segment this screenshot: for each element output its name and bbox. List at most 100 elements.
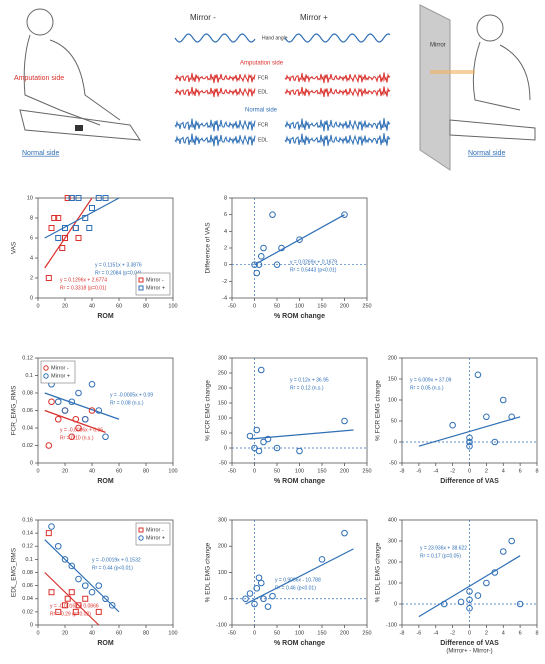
emg-trace xyxy=(285,133,390,146)
x-tick-label: 150 xyxy=(317,630,326,636)
y-tick-label: 50 xyxy=(221,430,227,436)
emg-trace xyxy=(285,34,390,42)
x-tick-label: 4 xyxy=(502,468,505,474)
plot-frame xyxy=(232,520,367,625)
x-tick-label: 0 xyxy=(36,303,39,309)
y-tick-label: -50 xyxy=(389,460,397,466)
sensor xyxy=(75,125,83,131)
annotation: R² = 0.3318 (p=0.01) xyxy=(60,285,107,291)
data-point xyxy=(500,549,506,555)
y-tick-label: 0.02 xyxy=(22,443,33,449)
data-point xyxy=(89,589,95,595)
x-tick-label: 100 xyxy=(168,303,177,309)
y-tick-label: 0.1 xyxy=(25,557,33,563)
y-tick-label: 200 xyxy=(388,355,397,361)
x-tick-label: -6 xyxy=(416,468,421,474)
data-point xyxy=(76,576,82,582)
data-point xyxy=(342,418,348,424)
y-tick-label: 2 xyxy=(224,245,227,251)
x-tick-label: 0 xyxy=(253,468,256,474)
data-point xyxy=(265,604,271,610)
x-tick-label: 50 xyxy=(274,468,280,474)
x-tick-label: 6 xyxy=(519,468,522,474)
x-tick-label: 200 xyxy=(340,303,349,309)
right-normal-label: Normal side xyxy=(468,150,505,157)
y-tick-label: -100 xyxy=(216,622,227,628)
data-point xyxy=(509,538,515,544)
emg-panel: Mirror - Mirror + Hand angle Amputation … xyxy=(175,13,390,146)
x-tick-label: 80 xyxy=(143,630,149,636)
annotation: y = -0.0016x + 0.0866 xyxy=(50,603,99,609)
annotation: y = 0.1151x + 3.3876 xyxy=(95,262,142,268)
x-tick-label: 250 xyxy=(362,468,371,474)
data-point xyxy=(62,408,68,414)
y-tick-label: 0.08 xyxy=(22,390,33,396)
x-axis-label: ROM xyxy=(97,478,114,485)
x-tick-label: 250 xyxy=(362,303,371,309)
y-axis-label: % EDL EMG change xyxy=(375,542,382,602)
legend-label: Mirror + xyxy=(51,373,70,379)
y-tick-label: 100 xyxy=(218,570,227,576)
x-tick-label: -50 xyxy=(228,303,236,309)
y-tick-label: 0 xyxy=(224,596,227,602)
y-tick-label: 150 xyxy=(218,400,227,406)
trend-line xyxy=(45,393,119,419)
data-point xyxy=(319,557,325,563)
fcr-label: FCR xyxy=(258,122,269,128)
data-point xyxy=(256,448,262,454)
y-axis-label: % FCR EMG change xyxy=(375,380,382,441)
data-point xyxy=(56,236,61,241)
emg-trace xyxy=(175,34,255,42)
x-axis-label: ROM xyxy=(97,640,114,647)
data-point xyxy=(103,434,109,440)
x-tick-label: 200 xyxy=(340,468,349,474)
x-tick-label: 0 xyxy=(253,303,256,309)
y-axis-label: FCR_EMG_RMS xyxy=(11,385,18,436)
data-point xyxy=(254,270,260,276)
y-axis-label: % EDL EMG change xyxy=(205,542,212,602)
x-tick-label: 60 xyxy=(116,630,122,636)
y-axis-label: Difference of VAS xyxy=(205,222,212,274)
x-tick-label: -6 xyxy=(416,630,421,636)
annotation: y = 6.009x + 37.09 xyxy=(410,377,452,383)
emg-trace xyxy=(175,134,255,147)
y-axis-label: VAS xyxy=(11,241,18,254)
y-tick-label: 0 xyxy=(224,445,227,451)
emg-trace xyxy=(175,73,255,83)
data-point xyxy=(87,226,92,231)
emg-trace xyxy=(285,86,390,97)
data-point xyxy=(46,443,52,449)
annotation: R² = 0.2084 (p=0.04) xyxy=(95,270,142,276)
normal-side: Normal side xyxy=(245,108,278,114)
x-tick-label: -2 xyxy=(450,468,455,474)
y-tick-label: 0.04 xyxy=(22,425,33,431)
data-point xyxy=(484,580,490,586)
data-point xyxy=(49,524,55,530)
mirror-label: Mirror xyxy=(430,43,446,49)
x-tick-label: 150 xyxy=(317,468,326,474)
y-tick-label: 0.08 xyxy=(22,570,33,576)
x-tick-label: -8 xyxy=(400,468,405,474)
y-tick-label: 50 xyxy=(391,418,397,424)
y-tick-label: 8 xyxy=(30,215,33,221)
x-tick-label: 20 xyxy=(62,468,68,474)
legend-box xyxy=(136,273,170,295)
x-tick-label: 0 xyxy=(36,468,39,474)
x-tick-label: 80 xyxy=(143,303,149,309)
annotation: R² = 0.17 (p=0.05) xyxy=(420,553,461,559)
x-tick-label: 0 xyxy=(468,468,471,474)
y-axis-label: % FCR EMG change xyxy=(205,380,212,441)
y-tick-label: 0.12 xyxy=(22,544,33,550)
x-axis-sublabel: (Mirror+ - Mirror-) xyxy=(446,649,492,655)
x-axis-label: Difference of VAS xyxy=(440,478,499,485)
data-point xyxy=(297,448,303,454)
legend-label: Mirror - xyxy=(146,527,164,533)
data-point xyxy=(55,543,61,549)
data-point xyxy=(342,530,348,536)
data-point xyxy=(256,575,262,581)
y-tick-label: 100 xyxy=(218,415,227,421)
data-point xyxy=(258,367,264,373)
annotation: y = 0.0269x + 0.1679 xyxy=(290,259,337,265)
y-tick-label: 6 xyxy=(224,212,227,218)
y-tick-label: 0 xyxy=(30,460,33,466)
